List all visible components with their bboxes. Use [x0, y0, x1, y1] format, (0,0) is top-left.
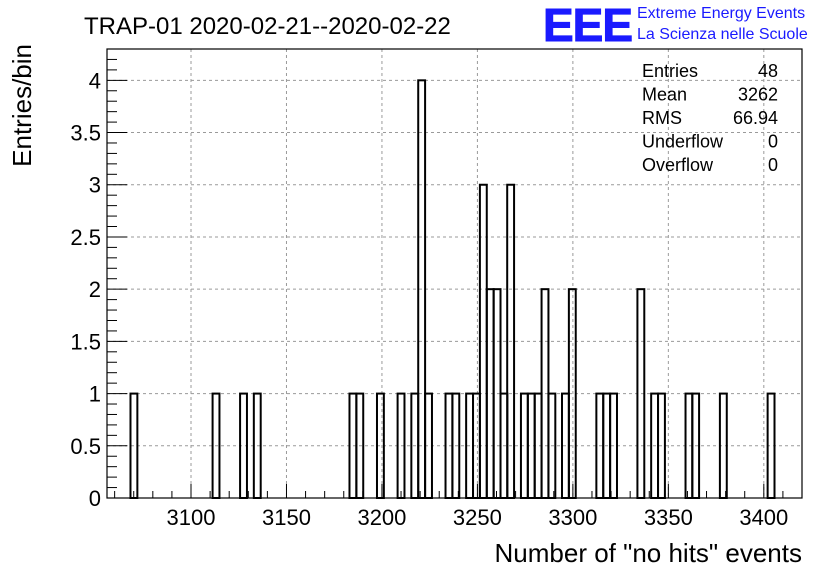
x-tick-label: 3100 [167, 505, 216, 530]
y-tick-label: 0.5 [70, 434, 101, 459]
statistics-box: Entries 48 Mean 3262 RMS 66.94 Underflow 0 Overf… [642, 61, 778, 175]
eee-logo: EEE Extreme Energy Events La Scienza nel… [543, 0, 808, 52]
plot-frame [106, 48, 803, 499]
x-tick-label: 3350 [644, 505, 693, 530]
y-tick-label: 3 [89, 173, 101, 198]
stat-value-mean: 3262 [738, 85, 778, 105]
y-tick-label: 1 [89, 382, 101, 407]
eee-logo-line1: Extreme Energy Events [637, 5, 805, 22]
x-tick-label: 3400 [739, 505, 788, 530]
y-axis-ticks: 0 0.5 1 1.5 2 2.5 3 3.5 4 [70, 48, 127, 511]
y-tick-label: 3.5 [70, 121, 101, 146]
stat-value-underflow: 0 [768, 132, 778, 152]
y-tick-label: 1.5 [70, 329, 101, 354]
y-tick-label: 0 [89, 486, 101, 511]
stat-value-entries: 48 [758, 61, 778, 81]
stat-label-mean: Mean [642, 85, 687, 105]
eee-logo-mark: EEE [543, 0, 632, 51]
y-tick-label: 4 [89, 68, 101, 93]
x-tick-label: 3150 [262, 505, 311, 530]
x-tick-label: 3200 [357, 505, 406, 530]
y-axis-label: Entries/bin [7, 44, 37, 167]
stat-label-overflow: Overflow [642, 155, 714, 175]
x-tick-label: 3300 [548, 505, 597, 530]
grid-lines [107, 49, 802, 498]
x-tick-label: 3250 [453, 505, 502, 530]
x-axis-label: Number of "no hits" events [495, 538, 803, 568]
eee-logo-line2: La Scienza nelle Scuole [637, 26, 808, 43]
stat-label-underflow: Underflow [642, 132, 724, 152]
stat-value-overflow: 0 [768, 155, 778, 175]
stat-label-entries: Entries [642, 61, 698, 81]
stat-label-rms: RMS [642, 108, 682, 128]
chart-title: TRAP-01 2020-02-21--2020-02-22 [84, 13, 451, 40]
y-tick-label: 2.5 [70, 225, 101, 250]
y-tick-label: 2 [89, 277, 101, 302]
stat-value-rms: 66.94 [733, 108, 778, 128]
x-axis-ticks: 3100 3150 3200 3250 3300 3350 3400 [114, 484, 803, 530]
